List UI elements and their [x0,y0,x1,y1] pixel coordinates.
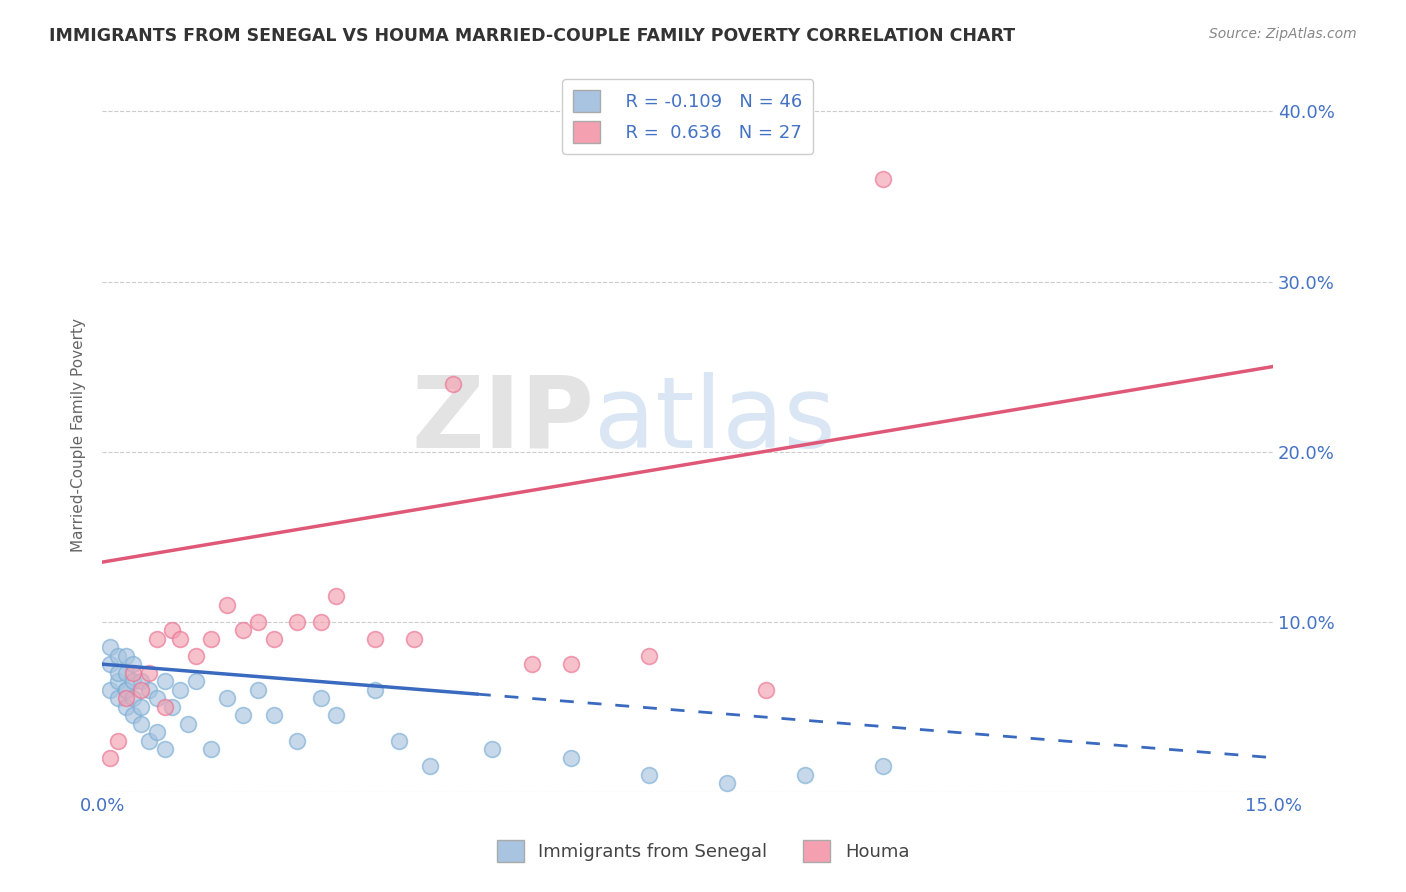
Point [122,674,145,689]
Point [404,632,426,646]
Point [107,648,129,663]
Point [520,657,543,672]
Point [637,767,659,781]
Point [716,776,738,790]
Point [309,691,332,706]
Point [755,682,778,697]
Point [184,648,207,663]
Point [443,376,465,391]
Point [872,172,894,186]
Point [169,682,191,697]
Point [247,682,270,697]
Point [129,674,152,689]
Point [200,742,222,756]
Point [107,674,129,689]
Point [146,691,169,706]
Point [98,750,121,764]
Point [872,759,894,773]
Point [637,648,659,663]
Point [177,716,200,731]
Point [325,708,347,723]
Point [114,682,136,697]
Legend: Immigrants from Senegal, Houma: Immigrants from Senegal, Houma [489,833,917,870]
Text: atlas: atlas [593,372,835,469]
Point [107,691,129,706]
Point [560,657,582,672]
Point [107,665,129,680]
Point [560,750,582,764]
Point [309,615,332,629]
Point [114,665,136,680]
Point [388,733,411,747]
Point [263,708,285,723]
Point [122,665,145,680]
Legend:   R = -0.109   N = 46,   R =  0.636   N = 27: R = -0.109 N = 46, R = 0.636 N = 27 [562,79,813,154]
Point [325,589,347,603]
Point [232,708,254,723]
Point [153,674,176,689]
Point [98,640,121,655]
Point [98,682,121,697]
Point [129,682,152,697]
Y-axis label: Married-Couple Family Poverty: Married-Couple Family Poverty [72,318,86,551]
Point [146,632,169,646]
Point [263,632,285,646]
Point [114,648,136,663]
Point [247,615,270,629]
Point [122,657,145,672]
Point [122,708,145,723]
Point [184,674,207,689]
Point [114,682,136,697]
Point [129,716,152,731]
Point [285,615,308,629]
Point [169,632,191,646]
Point [114,699,136,714]
Point [200,632,222,646]
Point [217,691,239,706]
Point [146,725,169,739]
Point [122,691,145,706]
Point [114,691,136,706]
Point [138,665,160,680]
Point [419,759,441,773]
Point [98,657,121,672]
Text: IMMIGRANTS FROM SENEGAL VS HOUMA MARRIED-COUPLE FAMILY POVERTY CORRELATION CHART: IMMIGRANTS FROM SENEGAL VS HOUMA MARRIED… [49,27,1015,45]
Point [162,699,184,714]
Point [793,767,815,781]
Point [153,699,176,714]
Point [138,682,160,697]
Point [138,733,160,747]
Point [481,742,503,756]
Text: ZIP: ZIP [411,372,593,469]
Point [153,742,176,756]
Point [232,623,254,637]
Point [364,682,387,697]
Point [162,623,184,637]
Point [129,699,152,714]
Point [285,733,308,747]
Text: Source: ZipAtlas.com: Source: ZipAtlas.com [1209,27,1357,41]
Point [107,733,129,747]
Point [364,632,387,646]
Point [217,598,239,612]
